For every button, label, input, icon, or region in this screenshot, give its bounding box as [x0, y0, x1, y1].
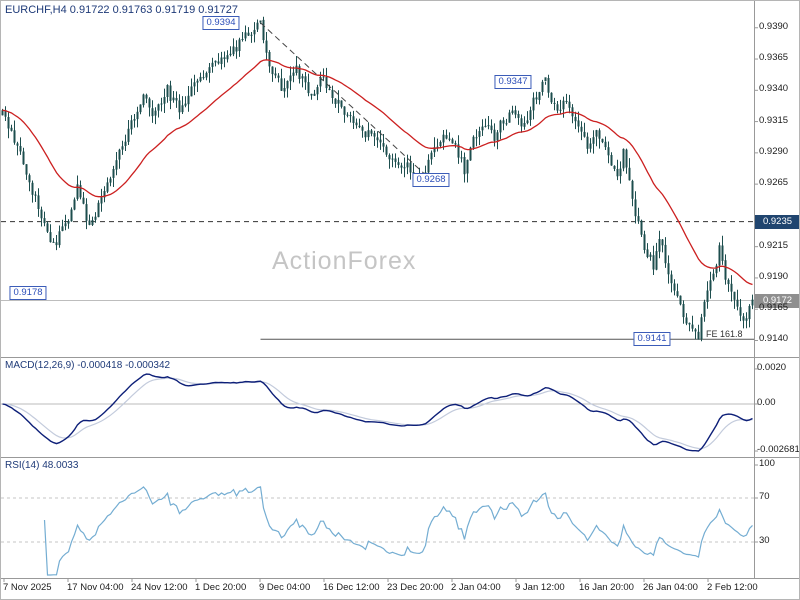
chart-title: EURCHF,H4 0.91722 0.91763 0.91719 0.9172… [5, 4, 239, 16]
price-marker: 0.9394 [202, 16, 240, 30]
macd-axis-label: -0.002681 [757, 444, 800, 455]
y-axis-label: 0.9290 [759, 146, 789, 157]
rsi-indicator-label: RSI(14) 48.0033 [5, 460, 79, 471]
rsi-axis-label: 100 [759, 458, 775, 469]
price-marker: 0.9347 [494, 75, 532, 89]
rsi-axis-label: 70 [759, 491, 770, 502]
y-axis-label: 0.9315 [759, 115, 789, 126]
y-axis-label: 0.9190 [759, 271, 789, 282]
x-axis-label: 2 Feb 12:00 [707, 582, 758, 593]
price-marker: 0.9268 [412, 173, 450, 187]
y-axis-label: 0.9215 [759, 240, 789, 251]
macd-axis-label: 0.00 [757, 397, 776, 408]
price-marker: 0.9178 [9, 286, 47, 300]
y-axis-label: 0.9340 [759, 83, 789, 94]
price-marker: 0.9141 [633, 332, 671, 346]
y-axis-label: 0.9365 [759, 52, 789, 63]
y-axis-label: 0.9165 [759, 302, 789, 313]
y-axis-label: 0.9265 [759, 177, 789, 188]
macd-indicator-label: MACD(12,26,9) -0.000418 -0.000342 [5, 360, 171, 371]
resistance-price-tag: 0.9235 [755, 215, 799, 229]
x-axis-label: 9 Dec 04:00 [259, 582, 311, 593]
fib-extension-label: FE 161.8 [706, 329, 743, 339]
y-axis-label: 0.9390 [759, 21, 789, 32]
x-axis-label: 7 Nov 2025 [3, 582, 52, 593]
x-axis-label: 26 Jan 04:00 [643, 582, 698, 593]
x-axis-label: 16 Dec 12:00 [323, 582, 380, 593]
x-axis-label: 23 Dec 20:00 [387, 582, 444, 593]
x-axis-label: 16 Jan 20:00 [579, 582, 634, 593]
watermark: ActionForex [272, 247, 417, 275]
rsi-axis-label: 30 [759, 535, 770, 546]
x-axis-label: 9 Jan 12:00 [515, 582, 565, 593]
x-axis-label: 1 Dec 20:00 [195, 582, 247, 593]
current-price-tag: 0.9172 [755, 294, 799, 308]
macd-axis-label: 0.0020 [757, 362, 787, 373]
x-axis-label: 2 Jan 04:00 [451, 582, 501, 593]
x-axis-label: 17 Nov 04:00 [67, 582, 124, 593]
x-axis-label: 24 Nov 12:00 [131, 582, 188, 593]
y-axis-label: 0.9140 [759, 333, 789, 344]
